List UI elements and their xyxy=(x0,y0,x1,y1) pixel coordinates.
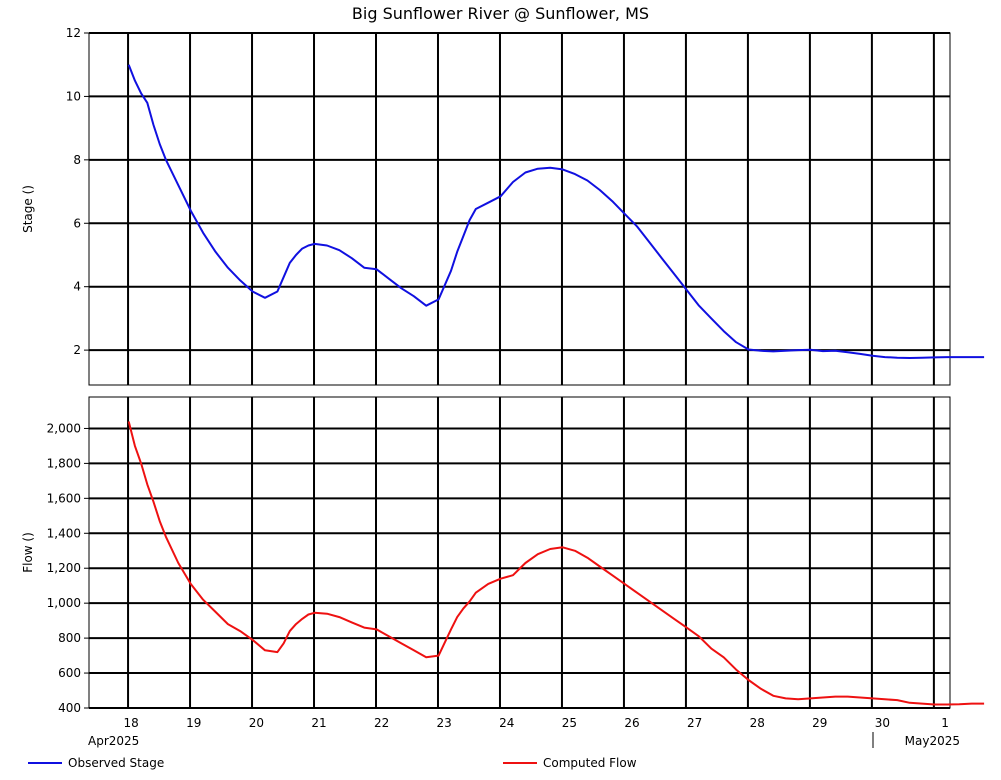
stage-ylabel: Stage () xyxy=(21,185,35,233)
flow-series-line xyxy=(127,421,985,706)
flow-ytick-label: 2,000 xyxy=(47,421,81,435)
flow-ytick-label: 1,600 xyxy=(47,491,81,505)
flow-ytick-label: 800 xyxy=(58,631,81,645)
x-tick-label: 23 xyxy=(437,716,452,730)
x-tick-label: 21 xyxy=(311,716,326,730)
x-tick-label: 1 xyxy=(941,716,949,730)
legend-swatch-computed-flow xyxy=(503,762,537,764)
chart-title: Big Sunflower River @ Sunflower, MS xyxy=(351,4,650,23)
flow-ylabel: Flow () xyxy=(21,532,35,573)
x-date-label-may: May2025 xyxy=(905,734,960,748)
x-tick-label: 19 xyxy=(186,716,201,730)
stage-series-line xyxy=(127,64,985,359)
stage-ytick-label: 2 xyxy=(73,343,81,357)
x-tick-label: 20 xyxy=(249,716,264,730)
flow-ytick-label: 600 xyxy=(58,666,81,680)
legend-swatch-observed-stage xyxy=(28,762,62,764)
x-tick-label: 29 xyxy=(812,716,827,730)
x-date-label-apr: Apr2025 xyxy=(88,734,139,748)
legend-item-observed-stage: Observed Stage xyxy=(28,756,164,770)
stage-plot-frame xyxy=(88,32,951,386)
flow-ytick-label: 1,400 xyxy=(47,526,81,540)
flow-plot-frame xyxy=(88,396,951,709)
x-tick-label: 25 xyxy=(562,716,577,730)
stage-ytick-label: 12 xyxy=(66,26,81,40)
flow-ytick-label: 1,000 xyxy=(47,596,81,610)
x-tick-label: 27 xyxy=(687,716,702,730)
flow-ytick-label: 400 xyxy=(58,701,81,715)
flow-ytick-label: 1,800 xyxy=(47,456,81,470)
x-tick-label: 24 xyxy=(499,716,514,730)
stage-ytick-label: 6 xyxy=(73,216,81,230)
x-tick-label: 26 xyxy=(624,716,639,730)
x-tick-label: 22 xyxy=(374,716,389,730)
legend-label-computed-flow: Computed Flow xyxy=(543,756,637,770)
flow-ytick-label: 1,200 xyxy=(47,561,81,575)
x-tick-label: 28 xyxy=(750,716,765,730)
legend-label-observed-stage: Observed Stage xyxy=(68,756,165,770)
stage-ytick-label: 10 xyxy=(66,89,81,103)
x-tick-label: 18 xyxy=(124,716,139,730)
x-tick-label: 30 xyxy=(875,716,890,730)
stage-ytick-label: 4 xyxy=(73,280,81,294)
stage-ytick-label: 8 xyxy=(73,153,81,167)
legend-item-computed-flow: Computed Flow xyxy=(503,756,637,770)
